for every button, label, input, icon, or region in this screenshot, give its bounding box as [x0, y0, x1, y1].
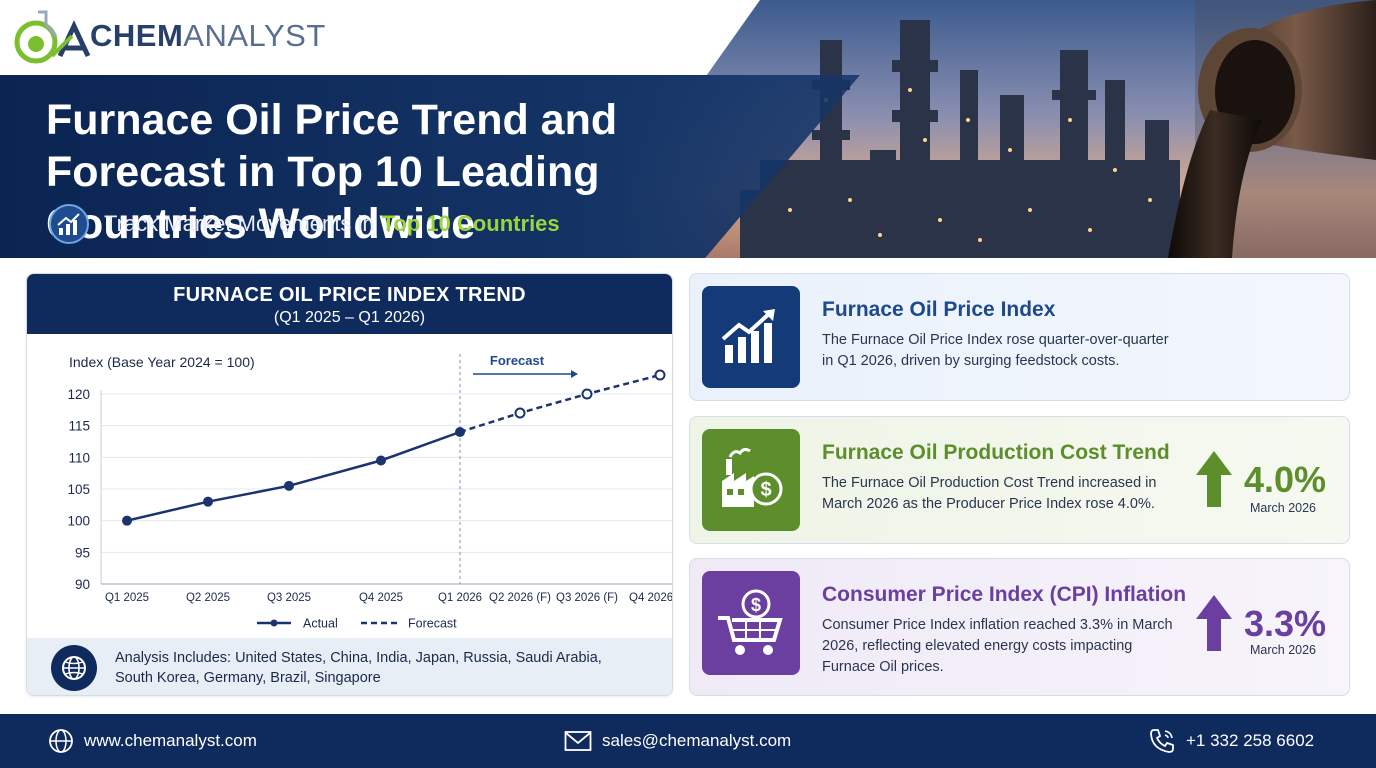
- data-point-forecast: [514, 407, 526, 419]
- arrow-up-icon: [1196, 451, 1232, 507]
- y-tick-label: 120: [67, 387, 90, 402]
- x-tick-label: Q3 2025: [267, 592, 311, 604]
- website-text: www.chemanalyst.com: [84, 731, 257, 750]
- subtitle-prefix: Track Market Movements in: [104, 211, 375, 236]
- phone-text: +1 332 258 6602: [1186, 731, 1315, 750]
- svg-text:$: $: [760, 479, 771, 501]
- cpi-card-title: Consumer Price Index (CPI) Inflation: [822, 583, 1187, 606]
- forecast-label: Forecast: [490, 353, 545, 368]
- logo-strip: [0, 0, 760, 75]
- logo-flask-icon: [14, 10, 91, 64]
- x-tick-label: Q4 2025: [359, 592, 403, 604]
- x-tick-label: Q3 2026 (F): [556, 592, 618, 604]
- bar-chart-up-icon: [721, 309, 775, 363]
- data-point-actual: [376, 455, 386, 466]
- production-cost-card-title: Furnace Oil Production Cost Trend: [822, 441, 1170, 464]
- globe-icon: [62, 655, 86, 680]
- y-tick-label: 95: [75, 545, 90, 560]
- price-index-card-title: Furnace Oil Price Index: [822, 298, 1056, 321]
- x-tick-label: Q2 2026 (F): [489, 592, 551, 604]
- cpi-inflation-card: $ Consumer Price Index (CPI) Inflation C…: [689, 558, 1350, 696]
- header-banner: CHEMANALYST Furnace Oil Price Trend and …: [0, 0, 1376, 258]
- y-tick-label: 105: [67, 482, 90, 497]
- logo-wordmark-part1: CHEM: [90, 18, 184, 53]
- x-tick-label: Q1 2026: [438, 592, 482, 604]
- data-point-actual: [203, 496, 213, 507]
- data-point-actual: [122, 515, 132, 526]
- legend-marker-actual: [270, 619, 278, 627]
- data-point-actual: [284, 480, 294, 491]
- production-cost-value: 4.0%: [1244, 459, 1327, 500]
- analysis-text: Analysis Includes: United States, China,…: [115, 649, 602, 686]
- analysis-countries-panel: Analysis Includes: United States, China,…: [27, 638, 672, 695]
- y-tick-label: 100: [67, 514, 90, 529]
- page-subtitle: Track Market Movements in Top 10 Countri…: [48, 203, 560, 245]
- arrow-up-icon: [1196, 595, 1232, 651]
- legend-label-forecast: Forecast: [408, 617, 457, 631]
- chart-subtitle: (Q1 2025 – Q1 2026): [273, 309, 426, 326]
- title-band: [0, 75, 860, 258]
- chart-header: FURNACE OIL PRICE INDEX TREND (Q1 2025 –…: [27, 274, 672, 334]
- cpi-card-description: Consumer Price Index inflation reached 3…: [822, 617, 1173, 675]
- price-index-card-description: The Furnace Oil Price Index rose quarter…: [822, 332, 1169, 369]
- y-axis-label: Index (Base Year 2024 = 100): [69, 354, 255, 370]
- email-text: sales@chemanalyst.com: [602, 731, 792, 750]
- y-tick-label: 90: [75, 577, 90, 592]
- email-link[interactable]: sales@chemanalyst.com: [564, 714, 791, 768]
- website-link[interactable]: www.chemanalyst.com: [48, 714, 257, 768]
- series-line-forecast: [459, 373, 661, 434]
- cpi-icon-tile: $: [702, 571, 800, 675]
- price-index-chart-card: FURNACE OIL PRICE INDEX TREND (Q1 2025 –…: [26, 273, 673, 696]
- y-tick-label: 110: [68, 450, 90, 465]
- factory-dollar-icon: $: [722, 447, 783, 507]
- data-point-forecast: [581, 388, 593, 400]
- production-cost-card: $ Furnace Oil Production Cost Trend The …: [689, 416, 1350, 544]
- price-index-card: Furnace Oil Price Index The Furnace Oil …: [689, 273, 1350, 401]
- price-index-line-chart: Index (Base Year 2024 = 100) 120 115 110 105…: [67, 353, 673, 631]
- x-tick-label: Q4 2026 (F): [629, 592, 673, 604]
- trend-circle-icon: [49, 204, 89, 244]
- page-title: Furnace Oil Price Trend and Forecast in …: [46, 96, 618, 248]
- footer-bar: www.chemanalyst.com sales@chemanalyst.co…: [0, 714, 1376, 768]
- production-cost-value-date: March 2026: [1250, 501, 1317, 515]
- shopping-cart-dollar-icon: $: [718, 589, 783, 655]
- series-line-actual: [126, 430, 461, 522]
- production-cost-icon-tile: $: [702, 429, 800, 531]
- x-tick-label: Q1 2025: [105, 592, 149, 604]
- svg-text:$: $: [751, 595, 761, 615]
- y-tick-label: 115: [68, 419, 90, 434]
- phone-link[interactable]: +1 332 258 6602: [1148, 714, 1314, 768]
- logo-wordmark-part2: ANALYST: [183, 18, 326, 53]
- globe-badge: [51, 644, 97, 691]
- phone-icon: [1150, 729, 1174, 753]
- globe-icon: [49, 729, 73, 753]
- chart-title: FURNACE OIL PRICE INDEX TREND: [173, 284, 526, 306]
- production-cost-card-description: The Furnace Oil Production Cost Trend in…: [822, 475, 1157, 512]
- subtitle-highlight: Top 10 Countries: [381, 211, 560, 236]
- cpi-value-date: March 2026: [1250, 643, 1317, 657]
- logo-wordmark: CHEMANALYST: [90, 18, 326, 54]
- cpi-value: 3.3%: [1244, 603, 1327, 644]
- legend-label-actual: Actual: [303, 617, 338, 631]
- chemanalyst-logo[interactable]: CHEMANALYST: [12, 6, 326, 66]
- price-index-icon-tile: [702, 286, 800, 388]
- x-tick-label: Q2 2025: [186, 592, 230, 604]
- data-point-forecast: [654, 369, 666, 381]
- mail-icon: [564, 731, 592, 751]
- forecast-arrow-head: [571, 370, 578, 378]
